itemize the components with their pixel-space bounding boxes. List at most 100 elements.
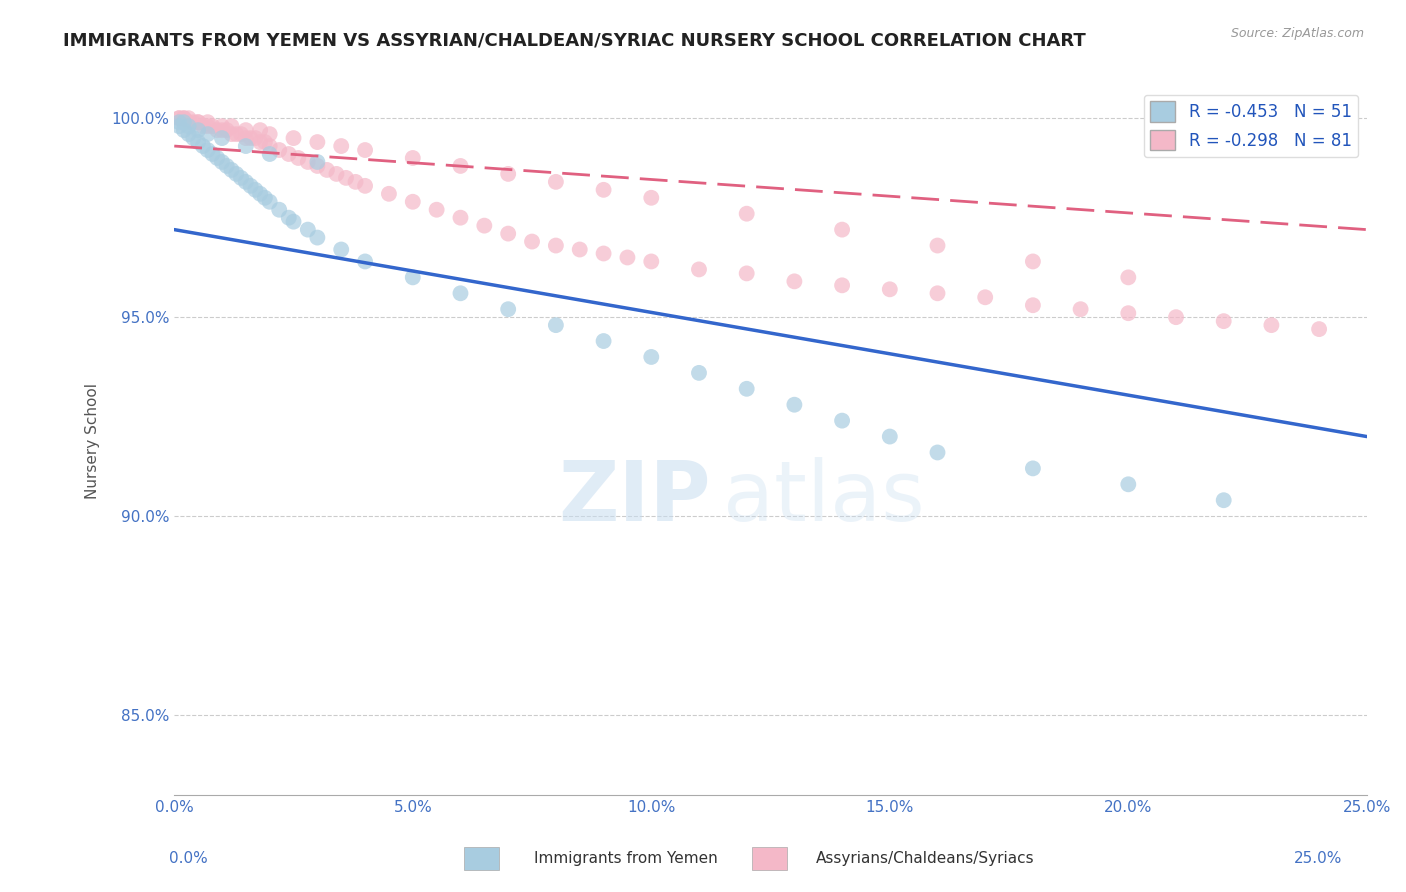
Point xyxy=(735,207,758,221)
Text: atlas: atlas xyxy=(723,457,925,538)
Point xyxy=(245,131,267,145)
Point xyxy=(1116,477,1139,491)
Point xyxy=(297,155,319,169)
Text: Immigrants from Yemen: Immigrants from Yemen xyxy=(534,851,718,865)
Point xyxy=(239,131,262,145)
Point xyxy=(402,194,425,209)
Point xyxy=(426,202,449,217)
Point xyxy=(330,139,353,153)
Legend: R = -0.453   N = 51, R = -0.298   N = 81: R = -0.453 N = 51, R = -0.298 N = 81 xyxy=(1144,95,1358,157)
Point xyxy=(249,123,271,137)
Point xyxy=(187,123,209,137)
Point xyxy=(1308,322,1330,336)
Point xyxy=(177,115,200,129)
Point xyxy=(235,139,257,153)
Point xyxy=(927,238,949,252)
Point xyxy=(269,202,291,217)
Point xyxy=(450,211,472,225)
Point xyxy=(187,135,209,149)
Point xyxy=(235,123,257,137)
Text: IMMIGRANTS FROM YEMEN VS ASSYRIAN/CHALDEAN/SYRIAC NURSERY SCHOOL CORRELATION CHA: IMMIGRANTS FROM YEMEN VS ASSYRIAN/CHALDE… xyxy=(63,31,1085,49)
Point xyxy=(259,194,281,209)
Point xyxy=(544,318,567,332)
Point xyxy=(688,262,710,277)
Point xyxy=(402,151,425,165)
Text: 0.0%: 0.0% xyxy=(169,851,208,865)
Point xyxy=(879,282,901,296)
Point xyxy=(640,191,662,205)
Point xyxy=(201,119,224,133)
Point xyxy=(335,170,357,185)
Point xyxy=(354,178,377,193)
Text: Assyrians/Chaldeans/Syriacs: Assyrians/Chaldeans/Syriacs xyxy=(815,851,1033,865)
Point xyxy=(640,254,662,268)
Point xyxy=(307,230,329,244)
Point xyxy=(1164,310,1187,325)
Point xyxy=(191,119,214,133)
Point xyxy=(249,135,271,149)
Point xyxy=(1022,461,1045,475)
Point xyxy=(197,143,219,157)
Point xyxy=(831,414,853,428)
Point xyxy=(1070,302,1092,317)
Point xyxy=(215,123,238,137)
Point xyxy=(592,246,614,260)
Point xyxy=(344,175,367,189)
Point xyxy=(307,135,329,149)
Point xyxy=(592,183,614,197)
Point xyxy=(173,115,195,129)
Point xyxy=(1116,306,1139,320)
Point xyxy=(1260,318,1282,332)
Point xyxy=(1022,254,1045,268)
Point xyxy=(496,167,519,181)
Point xyxy=(177,119,200,133)
Point xyxy=(205,123,228,137)
Point xyxy=(688,366,710,380)
Point xyxy=(167,119,190,133)
Point xyxy=(225,167,247,181)
Point xyxy=(783,274,806,288)
Point xyxy=(927,445,949,459)
Point xyxy=(197,127,219,141)
Point xyxy=(211,155,233,169)
Point xyxy=(245,183,267,197)
Point xyxy=(197,115,219,129)
Point xyxy=(205,151,228,165)
Point xyxy=(378,186,401,201)
Point xyxy=(735,266,758,280)
Point xyxy=(1212,493,1234,508)
Point xyxy=(201,147,224,161)
Point xyxy=(197,119,219,133)
Point xyxy=(177,127,200,141)
Point xyxy=(167,112,190,126)
Point xyxy=(239,178,262,193)
Point xyxy=(283,131,305,145)
Point xyxy=(283,214,305,228)
Point xyxy=(235,175,257,189)
Point xyxy=(229,127,252,141)
Point xyxy=(592,334,614,348)
Point xyxy=(325,167,347,181)
Point xyxy=(269,143,291,157)
Point xyxy=(831,222,853,236)
Point xyxy=(544,175,567,189)
Point xyxy=(927,286,949,301)
Point xyxy=(249,186,271,201)
Point xyxy=(831,278,853,293)
Point xyxy=(330,243,353,257)
Point xyxy=(640,350,662,364)
Point xyxy=(183,115,205,129)
Point xyxy=(177,112,200,126)
Text: 25.0%: 25.0% xyxy=(1295,851,1343,865)
Point xyxy=(253,135,276,149)
Point xyxy=(183,131,205,145)
Point xyxy=(316,163,339,178)
Point xyxy=(277,211,299,225)
Point xyxy=(221,163,243,178)
Point xyxy=(211,131,233,145)
Text: ZIP: ZIP xyxy=(558,457,711,538)
Y-axis label: Nursery School: Nursery School xyxy=(86,383,100,499)
Point xyxy=(354,143,377,157)
Point xyxy=(354,254,377,268)
Point xyxy=(173,123,195,137)
